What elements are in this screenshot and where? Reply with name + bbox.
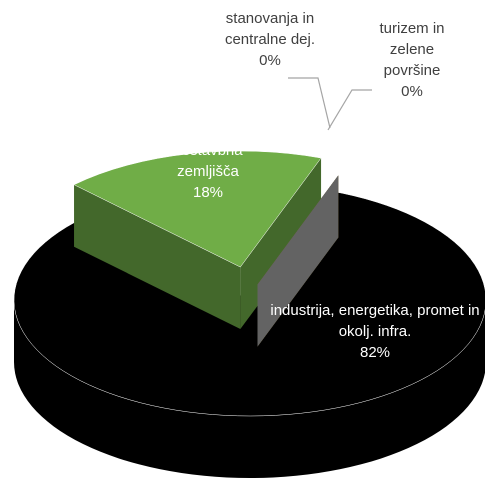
slice-wall — [74, 184, 241, 330]
data-label: turizem in zelene površine 0% — [362, 18, 462, 102]
leader-line — [288, 77, 331, 129]
slice-side — [14, 300, 485, 478]
data-label: industrija, energetika, promet in okolj.… — [270, 300, 480, 363]
category-label: turizem in zelene površine — [379, 20, 445, 79]
value-label: 0% — [401, 83, 423, 100]
leader-line — [327, 89, 372, 131]
value-label: 82% — [359, 344, 391, 361]
slice-wall — [257, 175, 339, 347]
data-label: stanovanja in centralne dej. 0% — [205, 8, 335, 71]
category-label: industrija, energetika, promet in okolj.… — [270, 302, 480, 340]
data-label: nestavbna zemljišča 18% — [158, 140, 258, 203]
category-label: nestavbna zemljišča — [173, 142, 243, 180]
slice-top — [73, 150, 322, 268]
value-label: 18% — [192, 184, 224, 201]
category-label: stanovanja in centralne dej. — [224, 10, 316, 48]
value-label: 0% — [259, 52, 281, 69]
